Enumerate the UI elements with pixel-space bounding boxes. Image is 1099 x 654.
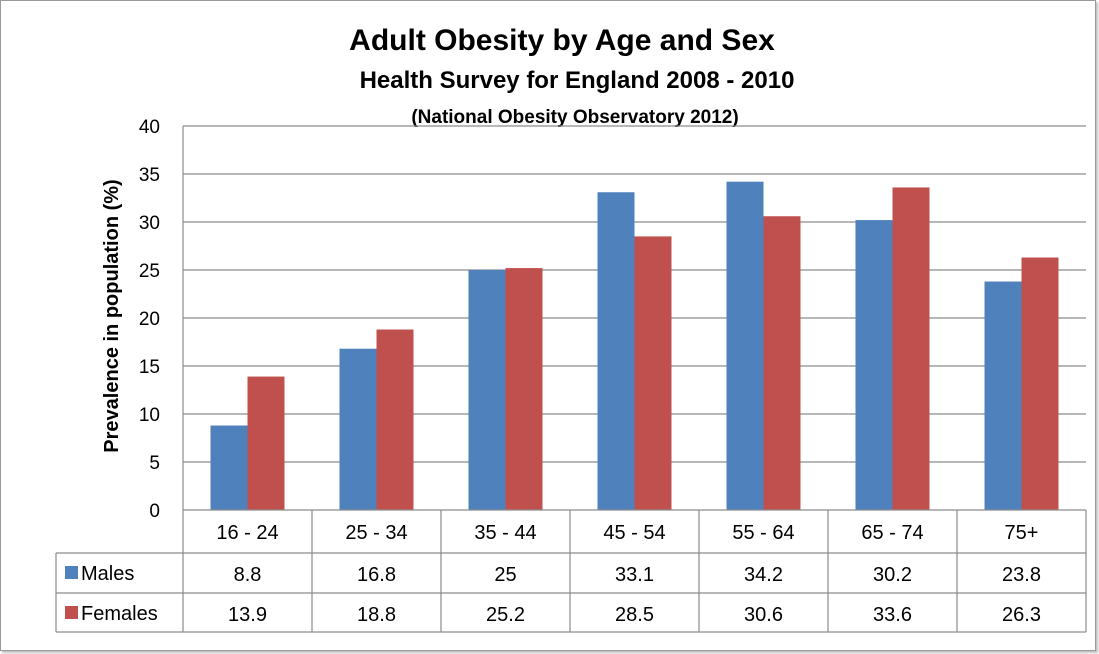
table-cell-males: 23.8 [1002,564,1041,586]
y-tick-label: 35 [139,165,160,186]
category-label: 65 - 74 [861,522,923,544]
y-tick-labels: 0 5 10 15 20 25 30 35 40 [139,117,160,522]
y-tick-label: 40 [139,117,160,138]
y-tick-label: 30 [139,213,160,234]
bar-males-5 [855,220,893,510]
y-tick-label: 25 [139,261,160,282]
legend-key-females [65,606,78,619]
legend-label-females: Females [81,603,158,625]
bar-males-2 [468,270,506,510]
table-cell-females: 13.9 [228,604,267,626]
y-tick-label: 20 [139,309,160,330]
chart-source: (National Obesity Observatory 2012) [411,107,738,128]
bar-males-0 [210,425,248,510]
y-tick-label: 10 [139,405,160,426]
y-tick-label: 5 [149,453,160,474]
bar-females-6 [1021,257,1059,510]
category-label: 35 - 44 [474,522,536,544]
table-cell-females: 28.5 [615,604,654,626]
bar-males-6 [984,281,1022,510]
table-cell-males: 34.2 [744,564,783,586]
y-axis-label: Prevalence in population (%) [101,179,123,452]
table-cell-males: 16.8 [357,564,396,586]
bar-males-1 [339,348,377,510]
table-cell-males: 30.2 [873,564,912,586]
bar-females-4 [763,216,801,511]
data-table: 16 - 24 25 - 34 35 - 44 45 - 54 55 - 64 65 - … [55,126,1087,633]
bar-females-1 [376,329,414,510]
table-cell-males: 8.8 [234,564,262,586]
category-label: 55 - 64 [732,522,794,544]
table-cell-males: 25 [494,564,516,586]
bar-females-2 [505,268,543,510]
table-cell-females: 30.6 [744,604,783,626]
category-label: 45 - 54 [603,522,665,544]
legend-label-males: Males [81,563,134,585]
table-cell-females: 26.3 [1002,604,1041,626]
table-cell-females: 33.6 [873,604,912,626]
bar-females-5 [892,187,930,510]
y-tick-label: 15 [139,357,160,378]
bars [210,181,1059,511]
bar-females-0 [247,376,285,510]
legend-key-males [65,566,78,579]
y-tick-label: 0 [149,501,160,522]
chart-subtitle: Health Survey for England 2008 - 2010 [360,67,795,94]
table-cell-females: 25.2 [486,604,525,626]
chart-title: Adult Obesity by Age and Sex [349,24,775,57]
bar-females-3 [634,236,672,510]
bar-males-4 [726,181,764,510]
table-cell-males: 33.1 [615,564,654,586]
table-cell-females: 18.8 [357,604,396,626]
category-label: 75+ [1005,522,1039,544]
category-label: 16 - 24 [216,522,278,544]
bar-males-3 [597,192,635,511]
category-label: 25 - 34 [345,522,407,544]
